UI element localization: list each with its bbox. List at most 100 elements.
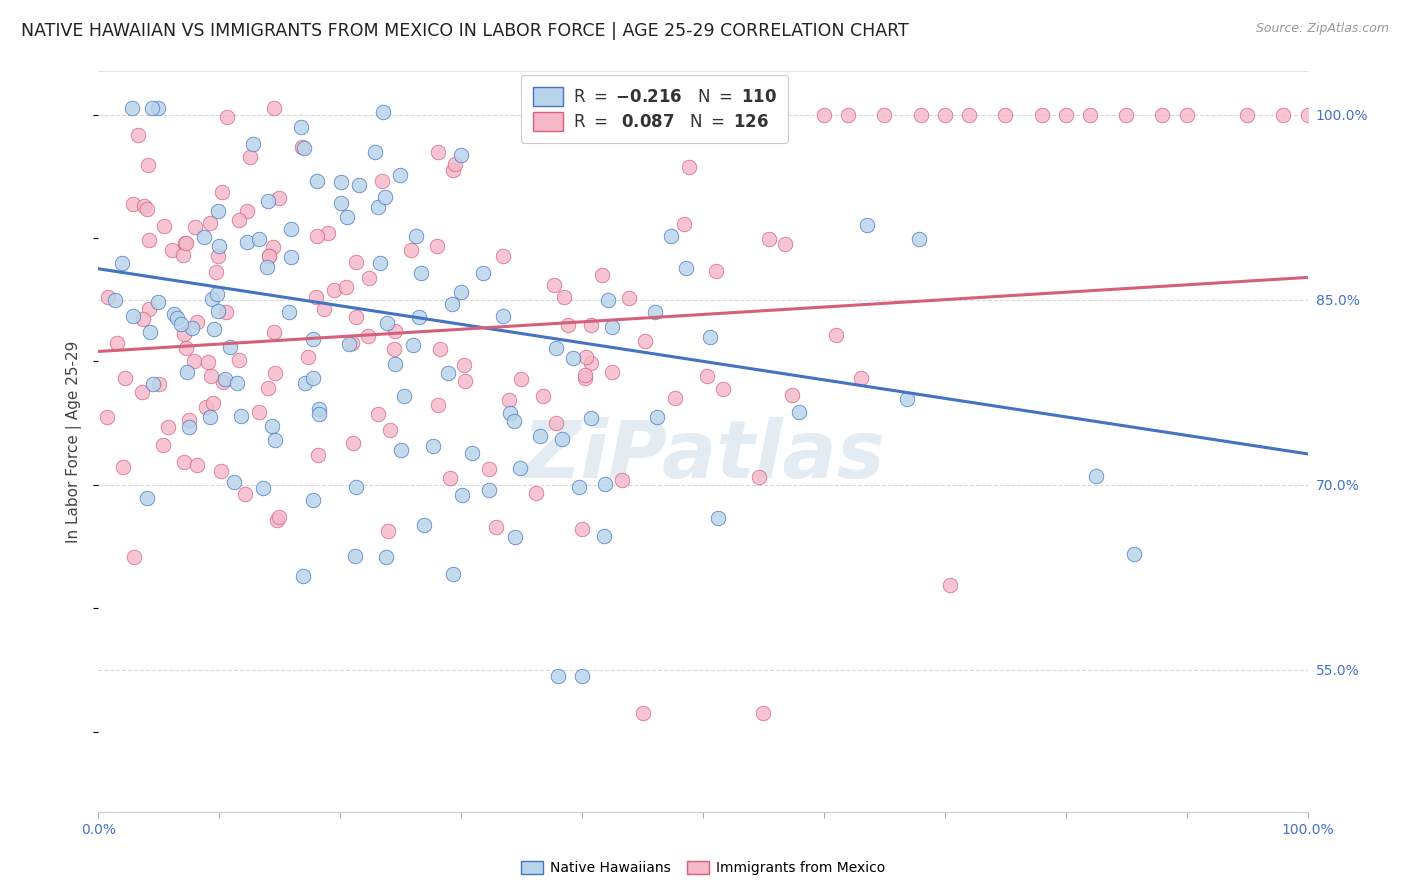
Point [1175, 107, 1198, 121]
Point [308, 407, 330, 421]
Point [673, 217, 696, 231]
Point [294, 376, 316, 391]
Point [174, 236, 197, 251]
Point [427, 398, 450, 412]
Point [367, 407, 389, 421]
Point [502, 414, 524, 428]
Point [173, 455, 195, 469]
Point [560, 102, 582, 116]
Point [780, 387, 803, 401]
Point [439, 471, 461, 485]
Point [1078, 107, 1101, 121]
Point [427, 145, 450, 160]
Point [257, 249, 280, 263]
Point [789, 405, 811, 419]
Point [388, 168, 411, 182]
Y-axis label: In Labor Force | Age 25-29: In Labor Force | Age 25-29 [66, 341, 83, 542]
Point [910, 107, 932, 121]
Point [312, 302, 335, 317]
Point [247, 232, 270, 246]
Point [176, 365, 198, 379]
Point [773, 237, 796, 252]
Point [557, 318, 579, 333]
Point [908, 232, 931, 246]
Point [142, 377, 165, 392]
Point [148, 376, 170, 391]
Point [849, 371, 872, 385]
Point [957, 107, 980, 121]
Point [97, 290, 120, 304]
Point [280, 222, 302, 236]
Point [1084, 468, 1107, 483]
Text: Source: ZipAtlas.com: Source: ZipAtlas.com [1256, 22, 1389, 36]
Point [340, 335, 363, 350]
Point [166, 310, 188, 325]
Text: NATIVE HAWAIIAN VS IMMIGRANTS FROM MEXICO IN LABOR FORCE | AGE 25-29 CORRELATION: NATIVE HAWAIIAN VS IMMIGRANTS FROM MEXIC… [21, 22, 908, 40]
Point [711, 382, 734, 396]
Point [205, 286, 228, 301]
Point [704, 264, 727, 278]
Point [153, 219, 176, 233]
Point [543, 278, 565, 293]
Point [574, 371, 596, 385]
Point [329, 175, 352, 189]
Point [659, 228, 682, 243]
Point [157, 420, 180, 434]
Point [222, 475, 245, 490]
Point [229, 409, 252, 424]
Point [204, 265, 226, 279]
Point [141, 102, 163, 116]
Point [1115, 107, 1137, 121]
Point [211, 185, 233, 199]
Point [389, 442, 412, 457]
Point [377, 524, 399, 538]
Point [394, 389, 416, 403]
Point [631, 706, 654, 720]
Point [375, 550, 398, 565]
Point [1054, 107, 1077, 121]
Point [873, 107, 896, 121]
Point [247, 405, 270, 419]
Point [375, 316, 398, 330]
Point [441, 567, 464, 582]
Point [215, 305, 238, 319]
Point [264, 433, 287, 447]
Point [591, 268, 613, 283]
Point [426, 238, 449, 252]
Point [169, 317, 191, 331]
Point [124, 549, 146, 564]
Point [209, 464, 232, 478]
Point [228, 213, 250, 227]
Point [571, 669, 593, 683]
Point [509, 460, 531, 475]
Point [291, 140, 314, 154]
Point [499, 406, 522, 420]
Point [121, 309, 143, 323]
Point [645, 409, 668, 424]
Point [307, 228, 329, 243]
Point [186, 315, 208, 329]
Point [148, 102, 170, 116]
Point [344, 310, 367, 325]
Point [183, 354, 205, 368]
Point [478, 483, 501, 497]
Point [307, 449, 329, 463]
Point [441, 297, 464, 311]
Point [544, 416, 567, 430]
Point [825, 327, 848, 342]
Point [856, 218, 879, 232]
Point [344, 479, 367, 493]
Point [384, 324, 406, 338]
Point [441, 162, 464, 177]
Point [305, 174, 328, 188]
Point [344, 254, 367, 268]
Point [212, 375, 235, 389]
Point [510, 372, 533, 386]
Point [363, 145, 385, 159]
Point [305, 290, 328, 304]
Point [1236, 107, 1258, 121]
Point [408, 310, 430, 324]
Legend: Native Hawaiians, Immigrants from Mexico: Native Hawaiians, Immigrants from Mexico [515, 855, 891, 880]
Point [302, 371, 325, 385]
Point [531, 389, 554, 403]
